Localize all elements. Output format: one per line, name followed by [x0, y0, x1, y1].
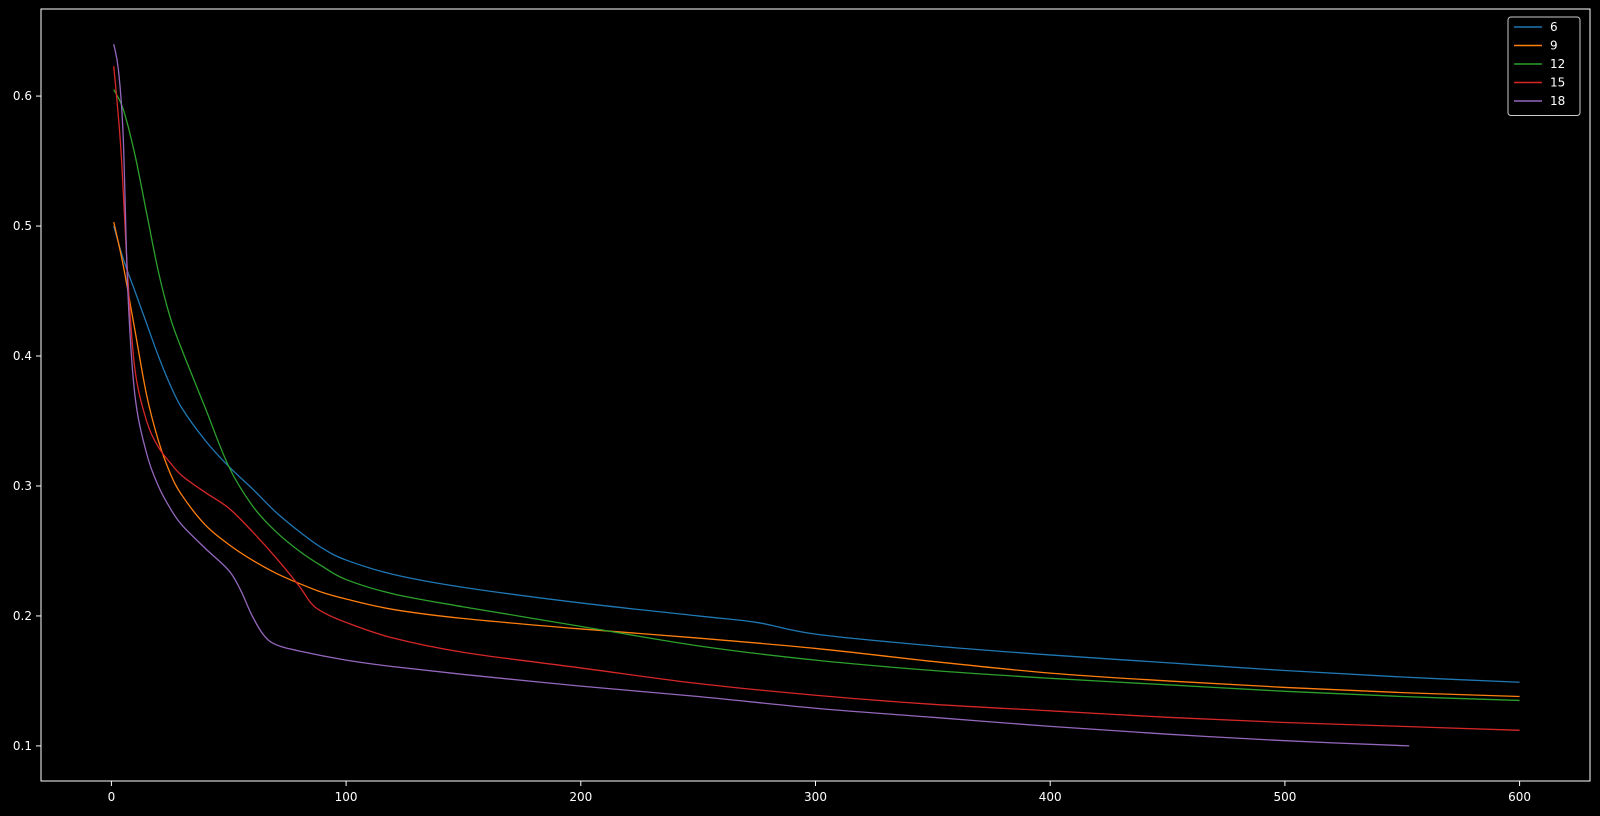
x-tick-label: 100: [335, 790, 358, 804]
series-line-15: [113, 66, 1520, 731]
series-line-12: [113, 89, 1520, 702]
x-tick-label: 200: [569, 790, 592, 804]
legend-label-15: 15: [1550, 76, 1565, 90]
legend: 6 9 12 15 18: [1507, 16, 1581, 116]
y-tick-label: 0.4: [13, 349, 32, 363]
y-tick-label: 0.5: [13, 219, 32, 233]
plot-area: [40, 8, 1591, 782]
series-line-18: [113, 43, 1410, 747]
legend-label-9: 9: [1550, 39, 1558, 53]
series-layer: [113, 43, 1520, 747]
y-tick-label: 0.1: [13, 739, 32, 753]
y-tick-label: 0.2: [13, 609, 32, 623]
series-line-6: [113, 225, 1520, 683]
legend-label-6: 6: [1550, 20, 1558, 34]
x-tick-label: 400: [1039, 790, 1062, 804]
x-tick-label: 0: [108, 790, 116, 804]
x-tick-label: 300: [804, 790, 827, 804]
series-line-9: [113, 222, 1520, 698]
legend-label-12: 12: [1550, 57, 1565, 71]
legend-box: [1507, 16, 1581, 116]
x-tick-label: 600: [1508, 790, 1531, 804]
y-tick-label: 0.6: [13, 89, 32, 103]
legend-label-18: 18: [1550, 94, 1565, 108]
y-tick-label: 0.3: [13, 479, 32, 493]
x-axis: 0 100 200 300 400 500 600: [108, 781, 1531, 804]
x-tick-label: 500: [1273, 790, 1296, 804]
y-axis: 0.1 0.2 0.3 0.4 0.5 0.6: [13, 89, 41, 753]
